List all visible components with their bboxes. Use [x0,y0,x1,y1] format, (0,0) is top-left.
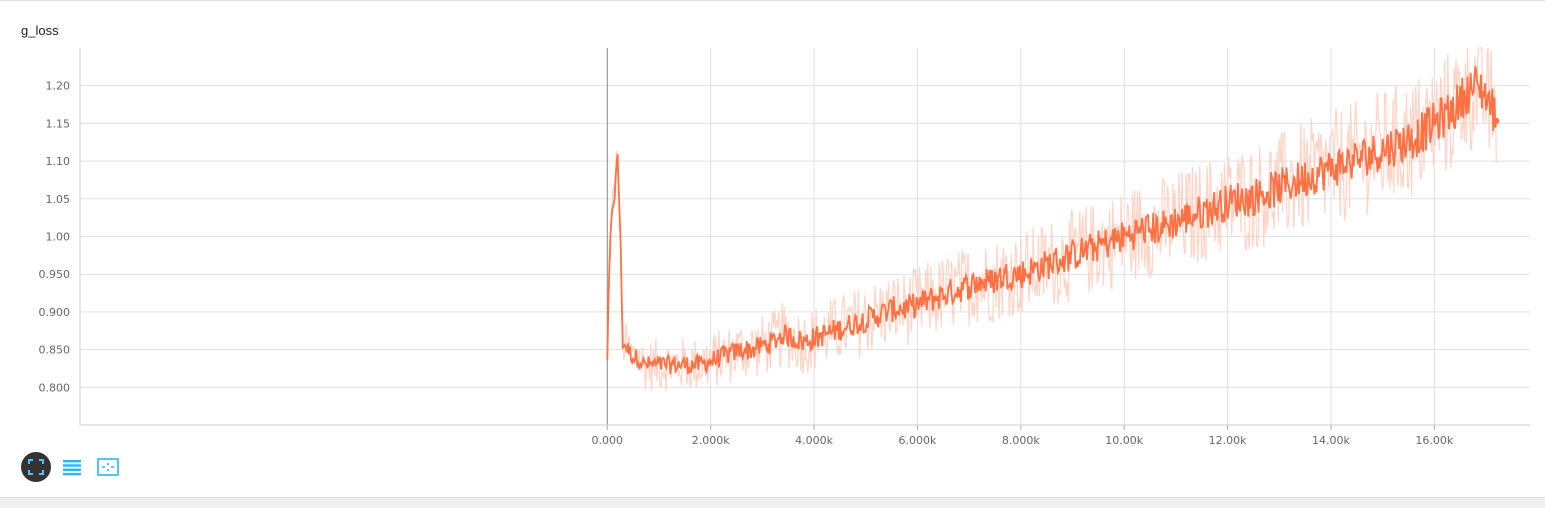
x-tick-label: 0.000 [592,434,624,447]
y-tick-label: 0.950 [39,268,71,281]
y-tick-label: 1.00 [46,231,71,244]
x-axis: 0.000 2.000k 4.000k 6.000k 8.000k 10.00k 12.00… [80,424,1530,447]
toggle-log-scale-icon [63,460,81,476]
x-tick-label: 2.000k [692,434,730,447]
grid-lines [80,48,1530,425]
x-tick-label: 6.000k [898,434,936,447]
x-tick-label: 14.00k [1312,434,1350,447]
x-tick-label: 10.00k [1105,434,1143,447]
y-tick-label: 0.850 [39,344,71,357]
fit-to-data-button[interactable] [21,452,51,482]
y-tick-label: 1.10 [46,155,71,168]
y-tick-label: 1.20 [46,80,71,93]
raw-series [606,47,1497,392]
y-tick-label: 0.800 [39,381,71,394]
smoothed-series-line [606,66,1498,375]
x-tick-label: 12.00k [1209,434,1247,447]
raw-series-line [606,47,1497,392]
y-tick-label: 1.15 [46,117,71,130]
toggle-y-axis-icon [97,458,119,476]
y-tick-label: 0.900 [39,306,71,319]
x-tick-label: 4.000k [795,434,833,447]
series-endpoint-marker [1493,117,1500,124]
smoothed-series [606,66,1500,375]
x-tick-label: 16.00k [1415,434,1453,447]
chart-toolbar [21,452,123,482]
toggle-y-axis-button[interactable] [93,452,123,482]
y-axis: 0.800 0.850 0.900 0.950 1.00 1.05 1.10 1.15 1.20 [39,48,81,425]
fit-to-data-icon [28,459,44,475]
x-tick-label: 8.000k [1002,434,1040,447]
y-tick-label: 1.05 [46,193,71,206]
chart-title: g_loss [21,23,59,38]
toggle-log-scale-button[interactable] [57,452,87,482]
